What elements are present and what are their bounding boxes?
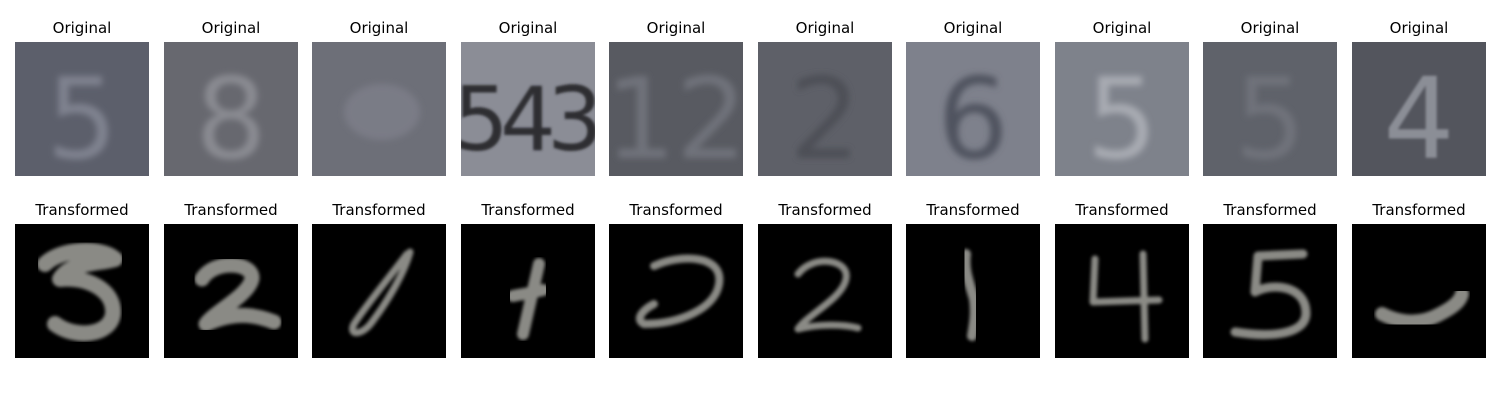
image-background: [1203, 42, 1337, 176]
original-title: Original: [646, 19, 706, 37]
original-digit-image: 8: [164, 42, 298, 176]
original-digit-image: 12: [609, 42, 743, 176]
transformed-title: Transformed: [926, 201, 1020, 219]
transformed-digit-image: [1203, 224, 1337, 358]
handwritten-digit-stroke: [37, 242, 123, 342]
handwritten-digit-stroke: [1375, 287, 1469, 329]
house-number-digit: 5: [1086, 55, 1157, 176]
original-digit-image: 543: [461, 42, 595, 176]
transformed-title: Transformed: [35, 201, 129, 219]
original-title: Original: [795, 19, 855, 37]
transformed-digit-image: [15, 224, 149, 358]
house-number-digit: 5: [46, 55, 117, 176]
image-background: [609, 42, 743, 176]
image-background: [164, 224, 298, 358]
handwritten-digit-stroke: [349, 248, 414, 337]
original-title: Original: [1092, 19, 1152, 37]
handwritten-digit-stroke: [960, 249, 980, 341]
original-digit-image: 2: [758, 42, 892, 176]
transformed-digit-image: [312, 224, 446, 358]
image-background: [461, 42, 595, 176]
original-title: Original: [1240, 19, 1300, 37]
original-title: Original: [201, 19, 261, 37]
transformed-title: Transformed: [1075, 201, 1169, 219]
house-number-digit: 4: [1383, 55, 1454, 176]
house-number-digit: 8: [195, 55, 266, 176]
original-digit-image: [312, 42, 446, 176]
transformed-title: Transformed: [1223, 201, 1317, 219]
handwritten-digit-stroke: [794, 257, 862, 333]
house-number-digit: 2: [789, 55, 860, 176]
image-background: [1352, 42, 1486, 176]
transformed-title: Transformed: [332, 201, 426, 219]
transformed-digit-image: [1352, 224, 1486, 358]
house-number-digit: 543: [461, 68, 595, 171]
handwritten-digit-stroke: [1230, 249, 1311, 339]
original-title: Original: [943, 19, 1003, 37]
original-digit-image: 6: [906, 42, 1040, 176]
transformed-digit-image: [609, 224, 743, 358]
handwritten-digit-stroke: [194, 257, 282, 332]
image-background: [164, 42, 298, 176]
image-background: [758, 224, 892, 358]
original-title: Original: [52, 19, 112, 37]
original-digit-image: 5: [15, 42, 149, 176]
image-background: [758, 42, 892, 176]
transformed-digit-image: [906, 224, 1040, 358]
transformed-title: Transformed: [1372, 201, 1466, 219]
transformed-digit-image: [1055, 224, 1189, 358]
original-title: Original: [1389, 19, 1449, 37]
handwritten-digit-stroke: [507, 258, 549, 340]
original-digit-image: 5: [1203, 42, 1337, 176]
original-title: Original: [498, 19, 558, 37]
house-number-digit: 5: [1234, 55, 1305, 176]
transformed-title: Transformed: [184, 201, 278, 219]
handwritten-digit-stroke: [635, 254, 724, 328]
original-digit-image: 4: [1352, 42, 1486, 176]
house-number-digit: 12: [609, 55, 743, 176]
original-title: Original: [349, 19, 409, 37]
transformed-digit-image: [461, 224, 595, 358]
blurry-content: [344, 84, 420, 140]
image-background: [1055, 42, 1189, 176]
transformed-title: Transformed: [629, 201, 723, 219]
image-background: [609, 224, 743, 358]
transformed-digit-image: [164, 224, 298, 358]
image-background: [15, 42, 149, 176]
image-background: [1055, 224, 1189, 358]
original-digit-image: 5: [1055, 42, 1189, 176]
transformed-title: Transformed: [778, 201, 872, 219]
image-background: [906, 42, 1040, 176]
house-number-digit: 6: [937, 55, 1008, 176]
transformed-digit-image: [758, 224, 892, 358]
handwritten-digit-stroke: [1089, 250, 1163, 343]
transformed-title: Transformed: [481, 201, 575, 219]
